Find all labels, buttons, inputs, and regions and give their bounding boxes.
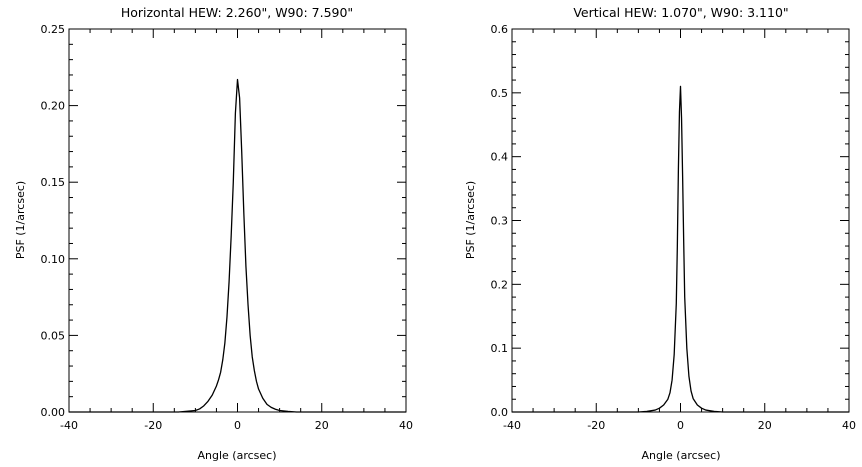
chart-horizontal-title: Horizontal HEW: 2.260", W90: 7.590" bbox=[121, 5, 353, 20]
x-tick-label: 20 bbox=[315, 419, 329, 432]
x-tick-label: 20 bbox=[758, 419, 772, 432]
chart-vertical-series-line bbox=[512, 85, 849, 413]
chart-horizontal-xlabel: Angle (arcsec) bbox=[198, 449, 277, 462]
chart-vertical-ticks bbox=[511, 28, 850, 413]
y-tick-label: 0.5 bbox=[491, 87, 509, 100]
chart-vertical-xlabel: Angle (arcsec) bbox=[642, 449, 721, 462]
chart-vertical-title: Vertical HEW: 1.070", W90: 3.110" bbox=[573, 5, 788, 20]
x-tick-label: 40 bbox=[842, 419, 856, 432]
y-tick-label: 0.3 bbox=[491, 215, 509, 228]
chart-horizontal-ticks bbox=[68, 28, 407, 413]
x-tick-label: -20 bbox=[587, 419, 605, 432]
y-tick-label: 0.0 bbox=[491, 406, 509, 419]
y-tick-label: 0.20 bbox=[41, 100, 66, 113]
y-tick-label: 0.6 bbox=[491, 23, 509, 36]
y-tick-label: 0.2 bbox=[491, 278, 509, 291]
y-tick-label: 0.1 bbox=[491, 342, 509, 355]
y-tick-label: 0.4 bbox=[491, 151, 509, 164]
y-tick-label: 0.00 bbox=[41, 406, 66, 419]
chart-vertical-ylabel: PSF (1/arcsec) bbox=[464, 181, 477, 259]
chart-vertical-psf: Vertical HEW: 1.070", W90: 3.110" -40 -20… bbox=[464, 5, 856, 462]
x-tick-label: -20 bbox=[144, 419, 162, 432]
y-tick-label: 0.05 bbox=[41, 329, 66, 342]
y-tick-label: 0.10 bbox=[41, 253, 66, 266]
x-tick-label: -40 bbox=[503, 419, 521, 432]
x-tick-label: 0 bbox=[234, 419, 241, 432]
x-tick-label: 40 bbox=[399, 419, 413, 432]
chart-horizontal-series-line bbox=[69, 78, 406, 413]
chart-horizontal-ylabel: PSF (1/arcsec) bbox=[14, 181, 27, 259]
y-tick-label: 0.25 bbox=[41, 23, 66, 36]
x-tick-label: -40 bbox=[60, 419, 78, 432]
chart-vertical-tick-labels: -40 -20 0 20 40 0.0 0.1 0.2 0.3 0.4 0.5 0.6 bbox=[491, 23, 857, 432]
chart-horizontal-tick-labels: -40 -20 0 20 40 0.00 0.05 0.10 0.15 0.20 0.25 bbox=[41, 23, 414, 432]
y-tick-label: 0.15 bbox=[41, 176, 66, 189]
chart-horizontal-psf: Horizontal HEW: 2.260", W90: 7.590" -40-… bbox=[14, 5, 413, 462]
x-tick-label: 0 bbox=[677, 419, 684, 432]
